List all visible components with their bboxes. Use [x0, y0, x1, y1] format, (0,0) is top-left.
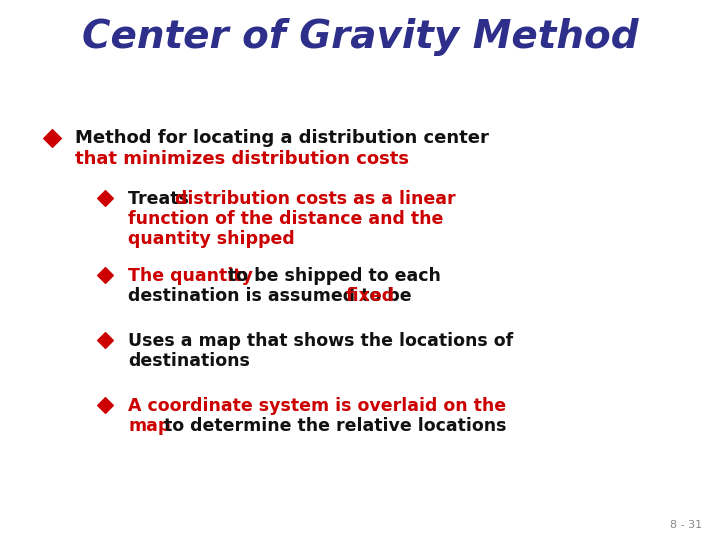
Text: Uses a map that shows the locations of: Uses a map that shows the locations of: [128, 332, 513, 350]
Text: destinations: destinations: [128, 352, 250, 370]
Text: to determine the relative locations: to determine the relative locations: [158, 417, 506, 435]
Text: The quantity: The quantity: [128, 267, 253, 285]
Point: [99, 336, 111, 345]
Text: 8 - 31: 8 - 31: [670, 520, 702, 530]
Text: quantity shipped: quantity shipped: [128, 230, 294, 248]
Point: [46, 134, 58, 143]
Text: distribution costs as a linear: distribution costs as a linear: [175, 190, 456, 208]
Text: function of the distance and the: function of the distance and the: [128, 210, 444, 228]
Text: fixed: fixed: [346, 287, 395, 305]
Point: [99, 194, 111, 202]
Text: Center of Gravity Method: Center of Gravity Method: [81, 18, 639, 56]
Point: [99, 401, 111, 409]
Text: that minimizes distribution costs: that minimizes distribution costs: [75, 150, 409, 168]
Text: to be shipped to each: to be shipped to each: [222, 267, 441, 285]
Text: A coordinate system is overlaid on the: A coordinate system is overlaid on the: [128, 397, 506, 415]
Text: Method for locating a distribution center: Method for locating a distribution cente…: [75, 129, 489, 147]
Text: Treats: Treats: [128, 190, 195, 208]
Point: [99, 271, 111, 279]
Text: map: map: [128, 417, 171, 435]
Text: destination is assumed to be: destination is assumed to be: [128, 287, 418, 305]
